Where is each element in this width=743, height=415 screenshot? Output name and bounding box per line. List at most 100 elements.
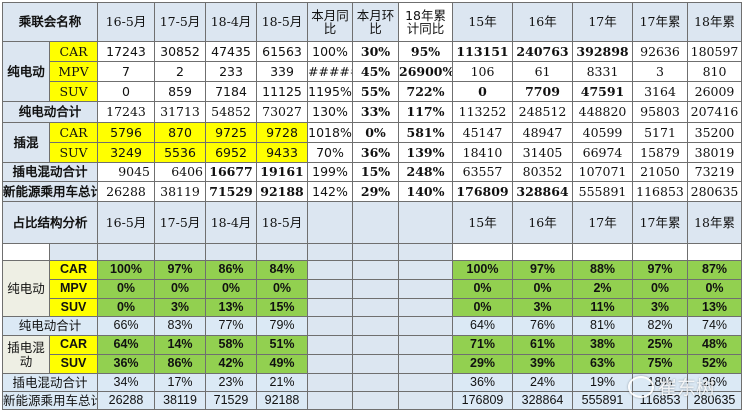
cell: 106 (452, 61, 514, 82)
cell: 14% (154, 335, 207, 355)
cell: 55% (352, 81, 400, 102)
cell: 3164 (632, 81, 689, 102)
subtotal-row: 纯电动合计 17243 31713 54852 73027 130% 33% 1… (1, 101, 743, 123)
cell: 13% (205, 298, 258, 317)
share-subtotal-row: 纯电动合计 66% 83% 77% 79% 64% 76% 81% 82% 74… (1, 316, 743, 336)
col-header: 17年 (572, 201, 634, 244)
sub-label: CAR (48, 122, 99, 143)
empty-cell (2, 243, 50, 261)
cell: 722% (398, 81, 454, 102)
empty-cell (512, 243, 574, 261)
corner-label: 乘联会名称 (1, 2, 99, 42)
cell: 555891 (572, 391, 634, 410)
cell: 18410 (452, 142, 514, 163)
cell: 81% (572, 316, 634, 336)
cell: 107071 (572, 162, 634, 182)
header-row: 乘联会名称 16-5月 17-5月 18-4月 18-5月 本月同比 本月环比 … (1, 2, 743, 42)
cell: 176809 (452, 181, 514, 202)
empty-cell (307, 373, 354, 392)
sub-label: MPV (48, 279, 99, 299)
empty-cell (572, 243, 634, 261)
cell: 30% (352, 41, 400, 62)
cell: 2% (572, 279, 634, 299)
group-label-bev: 纯电动 (2, 41, 50, 102)
cell: 73219 (687, 162, 743, 182)
cell: 339 (256, 61, 309, 82)
cell: ##### (307, 61, 354, 82)
cell: 0% (687, 279, 743, 299)
cell: 33% (352, 101, 400, 123)
cell: 40599 (572, 122, 634, 143)
col-header: 16年 (512, 201, 574, 244)
sub-label: CAR (48, 260, 99, 280)
empty-cell (398, 243, 454, 261)
cell: 859 (154, 81, 207, 102)
cell: 42% (205, 354, 258, 374)
cell: 71529 (205, 391, 258, 410)
subtotal-row: 插电混动合计 9045 6406 16677 19161 199% 15% 24… (1, 162, 743, 182)
cell: 61% (512, 335, 574, 355)
cell: 83% (154, 316, 207, 336)
cell: 52% (687, 354, 743, 374)
cell: 17% (154, 373, 207, 392)
empty-cell (398, 391, 454, 410)
share-total-row: 新能源乘用车总计 26288 38119 71529 92188 176809 … (1, 391, 743, 410)
empty-cell (352, 391, 400, 410)
cell: 15% (256, 298, 309, 317)
group-label-phev: 插混 (2, 122, 50, 163)
cell: 54852 (205, 101, 258, 123)
sub-label: SUV (48, 298, 99, 317)
share-row: 插电混动 CAR 64% 14% 58% 51% 71% 61% 38% 25%… (2, 335, 743, 374)
cell: 3 (632, 61, 689, 82)
cell: 15879 (632, 142, 689, 163)
cell: 248% (398, 162, 454, 182)
share-title: 占比结构分析 (1, 201, 99, 244)
empty-cell (398, 316, 454, 336)
cell: 1018% (307, 122, 354, 143)
cell: 75% (632, 354, 689, 374)
col-header: 17年累 (632, 201, 689, 244)
table-row: SUV 3249 5536 6952 9433 70% 36% 139% 184… (3, 142, 743, 163)
row-label: 新能源乘用车总计 (1, 181, 99, 202)
cell: 199% (307, 162, 354, 182)
cell: 63557 (452, 162, 514, 182)
cell: 280635 (687, 391, 743, 410)
share-row: SUV 36% 86% 42% 49% 29% 39% 63% 75% 52% (3, 354, 743, 374)
cell: 47591 (572, 81, 634, 102)
empty-cell (352, 335, 400, 355)
cell: 16677 (205, 162, 258, 182)
cell: 38119 (154, 181, 207, 202)
cell: 92188 (256, 181, 309, 202)
sub-label: SUV (48, 354, 99, 374)
cell: 13% (687, 298, 743, 317)
cell: 36% (452, 373, 514, 392)
cell: 24% (512, 373, 574, 392)
cell: 5796 (97, 122, 156, 143)
cell: 5171 (632, 122, 689, 143)
share-subtotal-row: 插电混动合计 34% 17% 23% 21% 36% 24% 19% 18% 2… (1, 373, 743, 392)
cell: 113252 (452, 101, 514, 123)
cell: 233 (205, 61, 258, 82)
share-row: SUV 0% 3% 13% 15% 0% 3% 11% 3% 13% (3, 298, 743, 317)
cell: 555891 (572, 181, 634, 202)
cell: 0% (452, 298, 514, 317)
cell: 79% (256, 316, 309, 336)
cell: 30852 (154, 41, 207, 62)
cell: 0% (632, 279, 689, 299)
empty-cell (398, 335, 454, 355)
cell: 71529 (205, 181, 258, 202)
cell: 70% (307, 142, 354, 163)
cell: 38019 (687, 142, 743, 163)
cell: 73027 (256, 101, 309, 123)
cell: 7 (97, 61, 156, 82)
cell: 100% (97, 260, 156, 280)
col-header: 16年 (512, 2, 574, 42)
empty-cell (352, 279, 400, 299)
empty-cell (307, 279, 354, 299)
empty-cell (398, 201, 454, 244)
empty-cell (307, 298, 354, 317)
cell: 130% (307, 101, 354, 123)
cell: 17243 (97, 101, 156, 123)
cell: 140% (398, 181, 454, 202)
